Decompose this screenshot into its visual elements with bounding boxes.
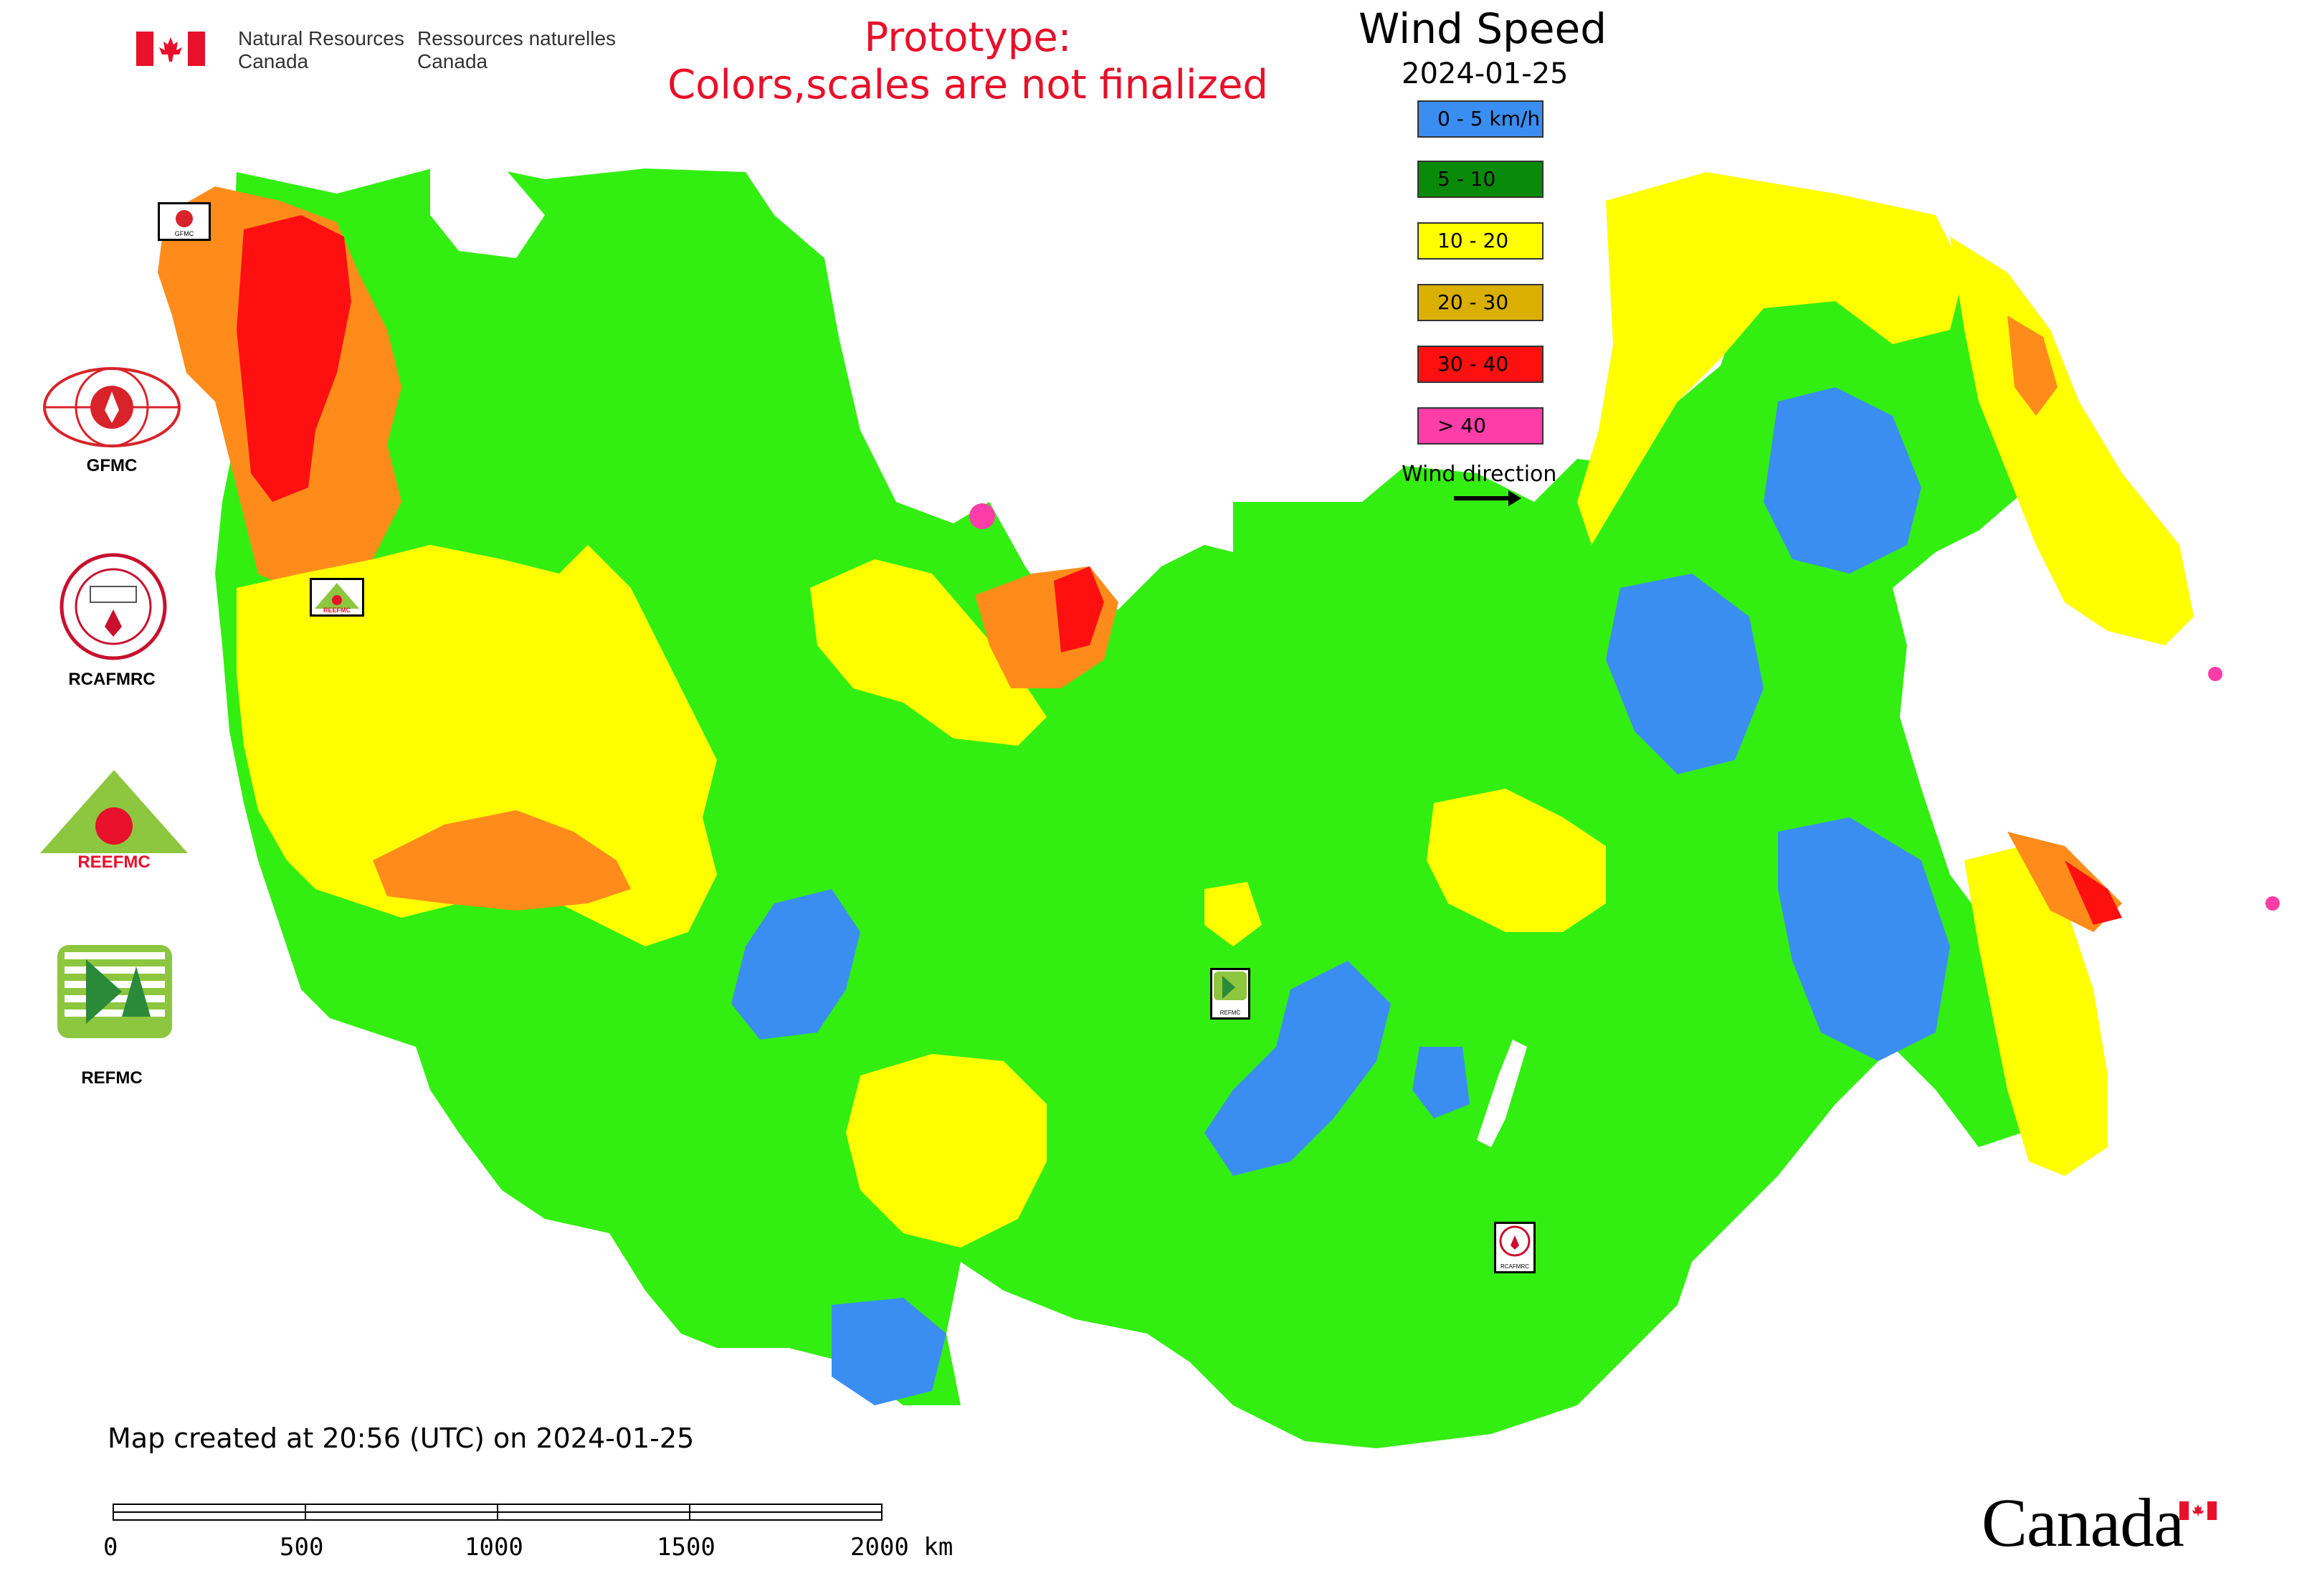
scale-label-1500: 1500 (657, 1533, 715, 1562)
zone-extreme-2 (2208, 667, 2222, 681)
legend-item-label: 20 - 30 (1437, 290, 1509, 314)
wind-direction-arrow-icon (1454, 490, 1521, 506)
zone-moderate-west (237, 545, 717, 946)
org-label-rcafmrc: RCAFMRC (68, 670, 156, 689)
zone-extreme-3 (2265, 896, 2280, 911)
zone-calm-central (1204, 961, 1391, 1176)
scale-label-0: 0 (103, 1533, 118, 1562)
zone-extreme-1 (969, 503, 995, 529)
zone-very-high-north (1054, 566, 1104, 652)
zone-moderate-kazakh (846, 1054, 1047, 1248)
zone-moderate-pacific (1964, 846, 2108, 1176)
map-marker-label: REEFMC (323, 607, 351, 614)
zone-moderate-central (1427, 789, 1606, 932)
dept-name-en: Natural Resources Canada (238, 27, 404, 73)
rcafmrc-logo-icon (59, 552, 168, 661)
refmc-logo-icon (57, 945, 172, 1038)
legend-item-low: 5 - 10 (1417, 161, 1544, 198)
zone-calm-south (832, 1298, 946, 1405)
prototype-notice: Prototype: Colors,scales are not finaliz… (645, 14, 1290, 109)
prototype-line1: Prototype: (864, 14, 1072, 61)
legend-item-calm: 0 - 5 km/h (1417, 100, 1544, 138)
legend-item-very-high: 30 - 40 (1417, 346, 1544, 383)
wind-direction-label: Wind direction (1402, 462, 1557, 487)
legend-item-label: 30 - 40 (1437, 352, 1509, 376)
canada-wordmark-flag-icon (2179, 1501, 2217, 1520)
legend-item-high: 20 - 30 (1417, 284, 1544, 321)
map-marker-gfmc[interactable]: GFMC (158, 202, 211, 241)
svg-text:REEFMC: REEFMC (77, 852, 150, 872)
scale-bar (113, 1504, 883, 1521)
water-bay (430, 158, 545, 258)
water-baikal (1477, 1040, 1527, 1147)
zone-moderate-east (1577, 172, 1964, 545)
map-marker-label: REFMC (1219, 1010, 1241, 1016)
gfmc-logo-icon (42, 366, 182, 449)
zone-moderate-small-1 (1204, 882, 1262, 946)
legend-item-label: > 40 (1437, 414, 1486, 437)
legend-item-extreme: > 40 (1417, 407, 1544, 445)
legend-item-label: 10 - 20 (1437, 229, 1509, 252)
canada-wordmark: Canada (1982, 1484, 2184, 1561)
legend-title: Wind Speed (1359, 4, 1607, 53)
scale-label-2000: 2000 km (850, 1533, 953, 1562)
scale-label-1000: 1000 (465, 1533, 523, 1562)
reefmc-logo-icon: REEFMC (37, 767, 191, 872)
legend-item-label: 5 - 10 (1437, 167, 1496, 191)
map-marker-rcafmrc[interactable]: RCAFMRC (1494, 1222, 1536, 1273)
org-label-refmc: REFMC (81, 1068, 143, 1088)
zone-calm-west (731, 889, 860, 1040)
zone-very-high-pacific (2065, 860, 2122, 925)
map-marker-label: GFMC (174, 230, 194, 237)
legend-item-label: 0 - 5 km/h (1437, 107, 1541, 130)
zone-calm-east-3 (1778, 817, 1950, 1061)
prototype-line2: Colors,scales are not finalized (667, 62, 1268, 108)
dept-fr-line1: Ressources naturelles (417, 27, 617, 49)
dept-fr-line2: Canada (417, 50, 488, 72)
zone-moderate-north (810, 559, 1047, 746)
zone-calm-east-1 (1764, 387, 1921, 574)
org-label-gfmc: GFMC (86, 456, 138, 475)
zone-calm-east-2 (1606, 574, 1764, 774)
dept-name-fr: Ressources naturelles Canada (417, 27, 616, 73)
scale-label-500: 500 (280, 1533, 324, 1562)
map-created-timestamp: Map created at 20:56 (UTC) on 2024-01-25 (108, 1422, 695, 1454)
canada-flag-icon (136, 32, 205, 66)
landmass-low-wind (215, 161, 2101, 1448)
zone-high-west-band (373, 810, 631, 911)
legend-item-moderate: 10 - 20 (1417, 222, 1544, 260)
dept-en-line1: Natural Resources (238, 27, 404, 49)
legend-date: 2024-01-25 (1402, 57, 1569, 90)
dept-en-line2: Canada (238, 50, 309, 72)
zone-very-high-west (237, 215, 351, 502)
zone-high-kamchatka (2007, 315, 2058, 416)
map-marker-refmc[interactable]: REFMC (1210, 968, 1250, 1020)
map-marker-label: RCAFMRC (1500, 1263, 1529, 1270)
zone-calm-baikal (1412, 1047, 1470, 1118)
map-marker-reefmc[interactable]: REEFMC (310, 578, 364, 617)
